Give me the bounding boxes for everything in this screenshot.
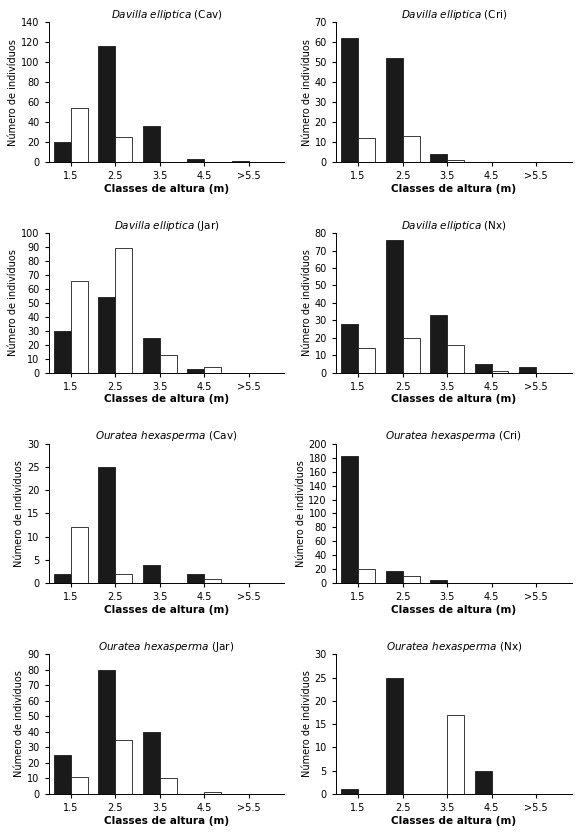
- Y-axis label: Número de indivíduos: Número de indivíduos: [302, 39, 311, 146]
- Bar: [54, 755, 71, 794]
- Bar: [115, 574, 132, 583]
- Title: $\it{Davilla\ elliptica}$ (Cri): $\it{Davilla\ elliptica}$ (Cri): [401, 8, 507, 23]
- Title: $\it{Ouratea\ hexasperma}$ (Cri): $\it{Ouratea\ hexasperma}$ (Cri): [385, 430, 522, 444]
- Bar: [99, 47, 115, 162]
- Y-axis label: Número de indivíduos: Número de indivíduos: [302, 671, 311, 777]
- Bar: [232, 161, 249, 162]
- Bar: [519, 368, 536, 373]
- Bar: [115, 249, 132, 373]
- X-axis label: Classes de altura (m): Classes de altura (m): [104, 816, 229, 826]
- X-axis label: Classes de altura (m): Classes de altura (m): [104, 605, 229, 615]
- Bar: [341, 789, 358, 794]
- X-axis label: Classes de altura (m): Classes de altura (m): [104, 184, 229, 194]
- Bar: [204, 792, 221, 794]
- Bar: [386, 570, 403, 583]
- Bar: [341, 455, 358, 583]
- Bar: [143, 126, 160, 162]
- Bar: [71, 776, 88, 794]
- Bar: [358, 349, 375, 373]
- Bar: [115, 740, 132, 794]
- Bar: [143, 565, 160, 583]
- Bar: [71, 108, 88, 162]
- Title: $\it{Ouratea\ hexasperma}$ (Jar): $\it{Ouratea\ hexasperma}$ (Jar): [99, 640, 235, 654]
- Bar: [204, 367, 221, 373]
- Y-axis label: Número de indivíduos: Número de indivíduos: [14, 671, 24, 777]
- Bar: [447, 715, 464, 794]
- Bar: [447, 344, 464, 373]
- Bar: [403, 575, 419, 583]
- Title: $\it{Ouratea\ hexasperma}$ (Nx): $\it{Ouratea\ hexasperma}$ (Nx): [386, 640, 522, 654]
- Bar: [54, 574, 71, 583]
- Y-axis label: Número de indivíduos: Número de indivíduos: [9, 249, 19, 356]
- Y-axis label: Número de indivíduos: Número de indivíduos: [8, 39, 19, 146]
- Bar: [341, 324, 358, 373]
- Bar: [143, 338, 160, 373]
- Bar: [386, 677, 403, 794]
- Y-axis label: Número de indivíduos: Número de indivíduos: [296, 460, 306, 567]
- Bar: [187, 159, 204, 162]
- Y-axis label: Número de indivíduos: Número de indivíduos: [302, 249, 311, 356]
- X-axis label: Classes de altura (m): Classes de altura (m): [391, 605, 516, 615]
- Title: $\it{Ouratea\ hexasperma}$ (Cav): $\it{Ouratea\ hexasperma}$ (Cav): [95, 430, 238, 444]
- Title: $\it{Davilla\ elliptica}$ (Cav): $\it{Davilla\ elliptica}$ (Cav): [111, 8, 222, 23]
- Bar: [54, 142, 71, 162]
- Bar: [430, 315, 447, 373]
- X-axis label: Classes de altura (m): Classes de altura (m): [391, 816, 516, 826]
- Bar: [160, 778, 177, 794]
- X-axis label: Classes de altura (m): Classes de altura (m): [391, 184, 516, 194]
- Bar: [358, 138, 375, 162]
- Bar: [403, 136, 419, 162]
- Bar: [358, 570, 375, 583]
- Bar: [160, 354, 177, 373]
- Bar: [115, 137, 132, 162]
- Bar: [492, 371, 509, 373]
- Bar: [430, 580, 447, 583]
- Bar: [143, 731, 160, 794]
- Bar: [386, 240, 403, 373]
- Bar: [447, 160, 464, 162]
- Y-axis label: Número de indivíduos: Número de indivíduos: [14, 460, 24, 567]
- Bar: [474, 364, 492, 373]
- Bar: [99, 297, 115, 373]
- Bar: [71, 527, 88, 583]
- Bar: [403, 338, 419, 373]
- Bar: [187, 574, 204, 583]
- Bar: [54, 331, 71, 373]
- Bar: [430, 154, 447, 162]
- Bar: [474, 771, 492, 794]
- X-axis label: Classes de altura (m): Classes de altura (m): [391, 394, 516, 404]
- Bar: [99, 670, 115, 794]
- X-axis label: Classes de altura (m): Classes de altura (m): [104, 394, 229, 404]
- Bar: [99, 467, 115, 583]
- Bar: [204, 579, 221, 583]
- Title: $\it{Davilla\ elliptica}$ (Nx): $\it{Davilla\ elliptica}$ (Nx): [401, 219, 507, 233]
- Bar: [386, 58, 403, 162]
- Bar: [187, 369, 204, 373]
- Bar: [71, 280, 88, 373]
- Title: $\it{Davilla\ elliptica}$ (Jar): $\it{Davilla\ elliptica}$ (Jar): [114, 219, 219, 233]
- Bar: [341, 38, 358, 162]
